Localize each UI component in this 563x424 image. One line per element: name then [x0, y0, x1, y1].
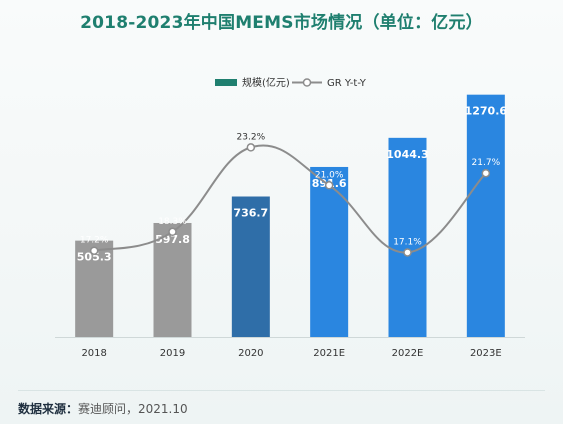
growth-point-2020 [246, 143, 256, 152]
legend-bar-swatch [215, 79, 237, 86]
legend-line-label: GR Y-t-Y [327, 78, 367, 89]
growth-point-2021E [324, 181, 334, 190]
growth-point-2018 [89, 246, 99, 255]
bar-2021E [310, 166, 349, 337]
growth-line-series [89, 143, 491, 257]
source-text: 赛迪顾问，2021.10 [78, 402, 188, 416]
growth-value-label-2022E: 17.1% [393, 237, 422, 247]
bar-2018 [75, 240, 114, 337]
footer-divider [18, 390, 545, 391]
growth-value-label-2023E: 21.7% [472, 158, 501, 168]
legend-bar-label: 规模(亿元) [242, 76, 290, 89]
x-axis: 2018 2019 2020 2021E 2022E 2023E [55, 337, 525, 359]
growth-point-2022E [403, 248, 412, 257]
bar-value-label-2020: 736.7 [233, 207, 268, 220]
growth-value-label-2021E: 21.0% [315, 170, 344, 180]
bar-2020 [231, 196, 270, 337]
x-tick-label-2023E: 2023E [470, 348, 502, 359]
x-tick-label-2018: 2018 [81, 348, 106, 359]
bar-series [75, 94, 505, 337]
growth-value-labels: 17.2% 18.3% 23.2% 21.0% 17.1% 21.7% [80, 132, 501, 247]
chart-title: 2018-2023年中国MEMS市场情况（单位：亿元） [80, 13, 483, 33]
growth-value-label-2020: 23.2% [237, 132, 266, 142]
growth-value-label-2019: 18.3% [158, 217, 187, 227]
legend: 规模(亿元) GR Y-t-Y [215, 76, 367, 89]
x-tick-label-2021E: 2021E [313, 348, 345, 359]
bar-value-label-2023E: 1270.6 [465, 105, 508, 118]
bar-2023E [466, 94, 505, 337]
bar-2022E [388, 137, 427, 337]
x-tick-label-2020: 2020 [238, 348, 263, 359]
bar-value-label-2022E: 1044.3 [386, 148, 428, 161]
source-label: 数据来源： [18, 402, 79, 416]
x-tick-label-2019: 2019 [160, 348, 185, 359]
growth-point-2019 [168, 227, 177, 237]
growth-point-2023E [481, 168, 491, 178]
bar-2019 [153, 222, 192, 337]
growth-value-label-2018: 17.2% [80, 236, 109, 246]
legend-line-marker [302, 78, 312, 87]
bar-value-label-2018: 505.3 [77, 251, 112, 264]
source-note: 数据来源：赛迪顾问，2021.10 [18, 400, 188, 417]
growth-line [93, 144, 487, 254]
x-tick-label-2022E: 2022E [392, 348, 424, 359]
